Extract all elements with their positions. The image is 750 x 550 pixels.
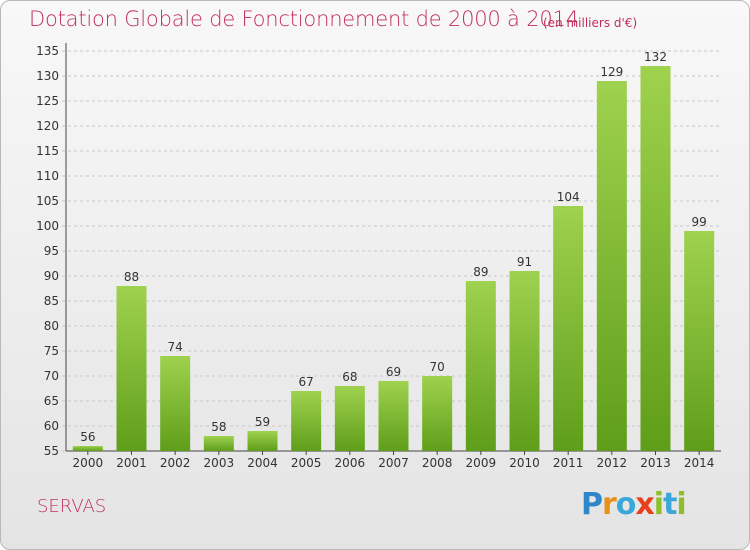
bar-value-label: 99 xyxy=(692,215,707,229)
chart-unit: (en milliers d'€) xyxy=(543,16,638,30)
logo-letter: o xyxy=(615,487,637,522)
bar-value-label: 74 xyxy=(168,340,183,354)
x-tick-label: 2012 xyxy=(597,456,628,470)
bar xyxy=(116,286,147,451)
bar xyxy=(509,271,540,451)
logo-letter: i xyxy=(676,487,686,522)
bar xyxy=(422,376,453,451)
x-tick-label: 2006 xyxy=(335,456,366,470)
x-tick-label: 2000 xyxy=(73,456,104,470)
y-tick-label: 135 xyxy=(36,44,59,58)
proxiti-logo: Proxiti xyxy=(581,487,687,522)
y-tick-label: 130 xyxy=(36,69,59,83)
logo-letter: t xyxy=(663,487,677,522)
bar xyxy=(334,386,365,451)
logo-letter: x xyxy=(635,487,654,522)
x-tick-label: 2005 xyxy=(291,456,322,470)
x-tick-label: 2002 xyxy=(160,456,191,470)
bar-value-label: 59 xyxy=(255,415,270,429)
y-tick-label: 100 xyxy=(36,219,59,233)
y-tick-label: 60 xyxy=(44,419,59,433)
bar-value-label: 129 xyxy=(600,65,623,79)
bar xyxy=(72,446,103,451)
y-tick-label: 110 xyxy=(36,169,59,183)
y-tick-label: 105 xyxy=(36,194,59,208)
y-tick-label: 75 xyxy=(44,344,59,358)
bar-value-label: 58 xyxy=(211,420,226,434)
bar-value-label: 68 xyxy=(342,370,357,384)
chart-title: Dotation Globale de Fonctionnement de 20… xyxy=(29,7,579,31)
bar-value-label: 69 xyxy=(386,365,401,379)
bar-value-label: 132 xyxy=(644,50,667,64)
x-tick-label: 2001 xyxy=(116,456,147,470)
x-tick-label: 2004 xyxy=(247,456,278,470)
y-tick-label: 55 xyxy=(44,444,59,458)
logo-letter: P xyxy=(581,487,603,522)
bar-value-label: 104 xyxy=(557,190,580,204)
bar xyxy=(203,436,234,451)
commune-name: SERVAS xyxy=(37,496,107,517)
bar xyxy=(640,66,671,451)
bar xyxy=(596,81,627,451)
y-tick-label: 70 xyxy=(44,369,59,383)
x-tick-label: 2008 xyxy=(422,456,453,470)
y-tick-label: 90 xyxy=(44,269,59,283)
x-tick-label: 2014 xyxy=(684,456,715,470)
x-tick-label: 2003 xyxy=(204,456,235,470)
y-tick-label: 80 xyxy=(44,319,59,333)
bar-value-label: 56 xyxy=(80,430,95,444)
x-tick-label: 2011 xyxy=(553,456,584,470)
y-tick-label: 115 xyxy=(36,144,59,158)
bar-value-label: 89 xyxy=(473,265,488,279)
logo-letter: i xyxy=(653,487,664,522)
y-tick-label: 120 xyxy=(36,119,59,133)
bar xyxy=(465,281,496,451)
bar xyxy=(684,231,715,451)
logo-letter: r xyxy=(602,487,617,522)
bar xyxy=(247,431,278,451)
x-tick-label: 2007 xyxy=(378,456,409,470)
bar-value-label: 91 xyxy=(517,255,532,269)
y-tick-label: 125 xyxy=(36,94,59,108)
x-tick-label: 2013 xyxy=(640,456,671,470)
bar xyxy=(291,391,322,451)
x-tick-label: 2009 xyxy=(466,456,497,470)
y-tick-label: 95 xyxy=(44,244,59,258)
y-tick-label: 65 xyxy=(44,394,59,408)
bar-value-label: 70 xyxy=(430,360,445,374)
bar-value-label: 88 xyxy=(124,270,139,284)
bar xyxy=(378,381,409,451)
bar xyxy=(553,206,584,451)
bar xyxy=(160,356,191,451)
bar-value-label: 67 xyxy=(299,375,314,389)
x-tick-label: 2010 xyxy=(509,456,540,470)
y-tick-label: 85 xyxy=(44,294,59,308)
